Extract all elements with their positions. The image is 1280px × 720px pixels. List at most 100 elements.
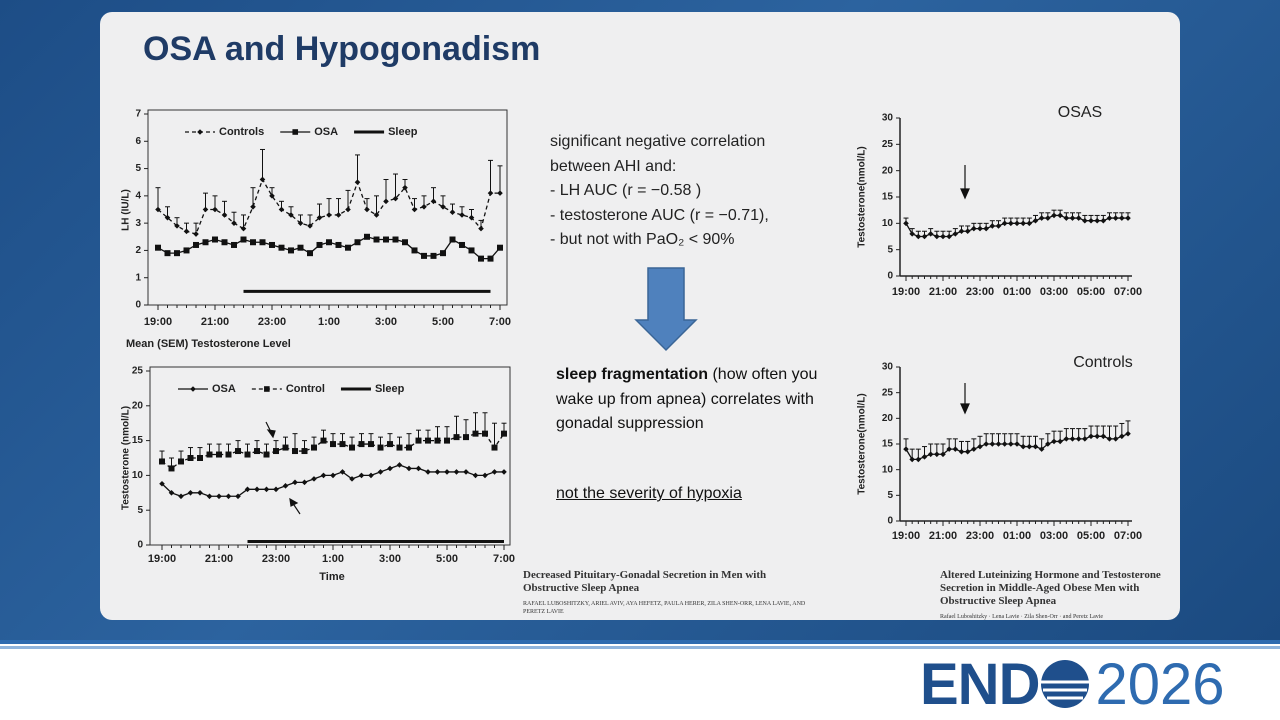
data-point <box>934 233 940 240</box>
y-tick-label: 2 <box>135 245 141 256</box>
data-point <box>434 469 441 475</box>
y-tick-label: 10 <box>882 218 894 229</box>
data-point <box>459 241 465 248</box>
data-point <box>402 184 408 191</box>
data-point <box>269 241 275 248</box>
data-point <box>244 486 251 493</box>
data-point <box>501 469 507 475</box>
data-point <box>155 244 161 251</box>
x-tick-label: 23:00 <box>258 316 286 328</box>
data-point <box>1112 436 1119 442</box>
y-axis-label: Testosterone(nmol/L) <box>857 146 868 247</box>
data-point <box>989 441 996 447</box>
data-point <box>392 195 399 202</box>
data-point <box>1057 212 1063 219</box>
finding-line: between AHI and: <box>550 157 677 175</box>
data-point <box>377 469 384 475</box>
data-point <box>1026 443 1033 450</box>
data-point <box>1119 215 1125 221</box>
data-point <box>921 454 928 460</box>
data-point <box>983 441 989 447</box>
data-point <box>212 236 218 243</box>
data-point <box>288 212 294 218</box>
data-point <box>440 250 446 257</box>
data-point <box>392 236 399 243</box>
data-point <box>487 190 494 196</box>
data-point <box>168 465 175 472</box>
x-tick-label: 19:00 <box>144 316 172 328</box>
data-point <box>292 479 298 486</box>
data-point <box>278 206 285 213</box>
x-tick-label: 3:00 <box>379 553 401 565</box>
data-point <box>1088 433 1094 440</box>
y-tick-label: 15 <box>882 192 894 203</box>
y-axis-label: Testosterone(nmol/L) <box>857 393 868 494</box>
data-point <box>320 472 327 479</box>
plot-frame <box>147 109 508 306</box>
x-tick-label: 23:00 <box>966 286 994 298</box>
data-point <box>946 233 952 240</box>
data-point <box>430 198 437 205</box>
citation-title: Decreased Pituitary-Gonadal Secretion in… <box>523 569 767 594</box>
data-point <box>421 203 427 210</box>
data-point <box>964 228 971 235</box>
data-point <box>254 448 260 455</box>
data-point <box>927 451 934 458</box>
data-point <box>259 239 266 246</box>
data-point <box>202 239 209 246</box>
data-point <box>244 451 251 458</box>
data-point <box>288 247 294 254</box>
data-point <box>1082 217 1088 224</box>
data-point <box>231 241 237 248</box>
y-tick-label: 5 <box>137 505 143 516</box>
data-point <box>1020 220 1026 227</box>
data-point <box>307 223 313 229</box>
y-tick-label: 1 <box>135 272 141 283</box>
data-point <box>330 441 336 448</box>
data-point <box>1008 441 1014 447</box>
x-tick-label: 7:00 <box>493 553 515 565</box>
y-tick-label: 0 <box>137 540 143 551</box>
data-point <box>225 451 232 458</box>
data-point <box>383 198 389 205</box>
data-point <box>501 430 507 437</box>
data-point <box>326 239 332 246</box>
data-point <box>1100 217 1107 224</box>
x-tick-label: 03:00 <box>1040 286 1068 298</box>
data-point <box>183 228 190 235</box>
x-tick-label: 05:00 <box>1077 530 1105 542</box>
data-point <box>364 233 370 240</box>
finding-line: - LH AUC (r = −0.58 ) <box>550 182 702 199</box>
data-point <box>1075 436 1082 442</box>
x-tick-label: 07:00 <box>1114 530 1142 542</box>
data-point <box>903 446 909 452</box>
data-point <box>478 225 484 232</box>
data-point <box>952 231 959 237</box>
series-line <box>161 464 504 497</box>
data-point <box>339 469 346 475</box>
data-point <box>449 209 456 216</box>
data-point <box>174 223 180 229</box>
data-point <box>497 244 503 251</box>
x-tick-label: 1:00 <box>322 553 344 565</box>
data-point <box>1112 215 1119 221</box>
x-tick-label: 5:00 <box>432 316 454 328</box>
data-point <box>1106 436 1113 442</box>
legend-label: Sleep <box>388 126 418 138</box>
conclusion: sleep fragmentation (how often you wake … <box>556 363 846 437</box>
finding-line: - but not with PaO₂ < 90% <box>550 231 735 248</box>
data-point <box>197 455 203 461</box>
data-point <box>326 212 332 218</box>
data-point <box>411 206 418 213</box>
data-point <box>311 476 317 482</box>
y-tick-label: 7 <box>135 109 141 120</box>
legend-label: OSA <box>212 383 236 395</box>
data-point <box>406 465 412 472</box>
data-point <box>335 241 342 248</box>
data-point <box>377 444 384 451</box>
conclusion-bold: sleep fragmentation <box>556 366 709 383</box>
data-point <box>349 476 355 482</box>
y-tick-label: 30 <box>882 113 894 124</box>
data-point <box>921 233 928 240</box>
data-point <box>250 203 256 210</box>
